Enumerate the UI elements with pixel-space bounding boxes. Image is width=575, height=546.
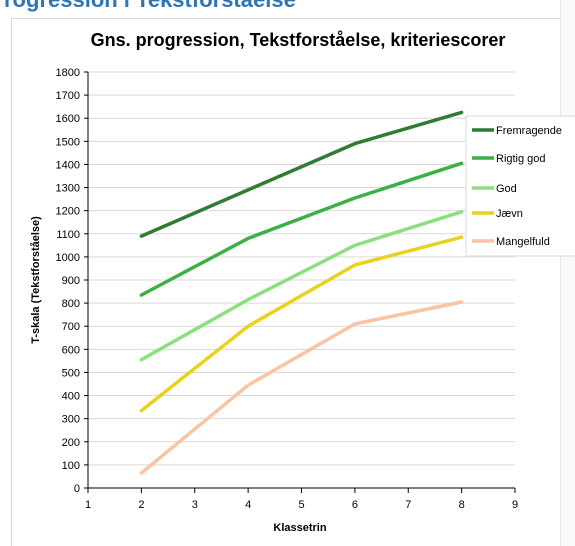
y-axis-label: T-skala (Tekstforståelse) bbox=[30, 216, 42, 344]
x-tick-label: 1 bbox=[85, 499, 91, 511]
series-line-rigtig-god bbox=[139, 161, 464, 297]
y-tick-label: 700 bbox=[62, 321, 80, 333]
chart-frame bbox=[11, 18, 575, 546]
y-tick-label: 1400 bbox=[56, 159, 80, 171]
x-tick-label: 5 bbox=[298, 499, 304, 511]
y-tick-label: 900 bbox=[62, 275, 80, 287]
series-line-fremragende bbox=[139, 110, 464, 238]
y-tick-label: 500 bbox=[62, 367, 80, 379]
x-tick-label: 3 bbox=[192, 499, 198, 511]
legend-label: Jævn bbox=[496, 208, 523, 220]
chart-title: Gns. progression, Tekstforståelse, krite… bbox=[91, 30, 506, 50]
legend-label: Mangelfuld bbox=[496, 236, 550, 248]
legend: Fremragende Rigtig god God Jævn Mangelfuld bbox=[465, 115, 575, 257]
series-line-god bbox=[139, 210, 464, 362]
legend-box bbox=[465, 115, 575, 257]
y-tick-label: 800 bbox=[62, 298, 80, 310]
y-tick-label: 1800 bbox=[56, 67, 80, 79]
y-tick-label: 0 bbox=[74, 483, 80, 495]
x-axis-ticks: 1 2 3 4 5 6 7 8 9 bbox=[85, 488, 518, 511]
series-lines bbox=[139, 110, 464, 475]
y-tick-label: 400 bbox=[62, 391, 80, 403]
x-tick-label: 6 bbox=[352, 499, 358, 511]
y-axis-ticks: 0 100 200 300 400 500 600 700 800 900 1000 1100 1200… bbox=[56, 67, 88, 495]
gridlines bbox=[88, 71, 515, 466]
x-axis-label: Klassetrin bbox=[273, 522, 326, 534]
y-tick-label: 1100 bbox=[56, 229, 80, 241]
page-heading: rogression i Tekstforståelse bbox=[4, 0, 296, 13]
legend-label: Rigtig god bbox=[496, 153, 546, 165]
y-tick-label: 1300 bbox=[56, 183, 80, 195]
y-tick-label: 1600 bbox=[56, 113, 80, 125]
legend-label: God bbox=[496, 183, 517, 195]
x-tick-label: 4 bbox=[245, 499, 251, 511]
legend-label: Fremragende bbox=[496, 125, 562, 137]
series-line-mangelfuld bbox=[139, 300, 464, 475]
x-tick-label: 9 bbox=[512, 499, 518, 511]
x-tick-label: 8 bbox=[459, 499, 465, 511]
y-tick-label: 1700 bbox=[56, 90, 80, 102]
y-tick-label: 100 bbox=[62, 460, 80, 472]
x-tick-label: 7 bbox=[405, 499, 411, 511]
series-line-j-vn bbox=[139, 235, 464, 413]
y-tick-label: 1200 bbox=[56, 206, 80, 218]
y-tick-label: 1000 bbox=[56, 252, 80, 264]
y-tick-label: 300 bbox=[62, 414, 80, 426]
y-tick-label: 600 bbox=[62, 344, 80, 356]
y-tick-label: 1500 bbox=[56, 136, 80, 148]
x-tick-label: 2 bbox=[138, 499, 144, 511]
y-tick-label: 200 bbox=[62, 437, 80, 449]
